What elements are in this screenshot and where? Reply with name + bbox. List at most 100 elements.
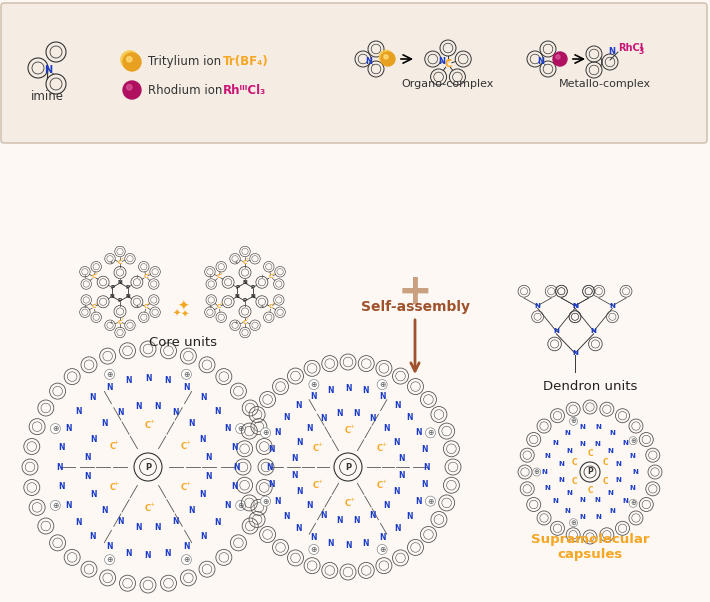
Text: N: N [306,501,312,510]
Text: C: C [313,444,320,453]
Text: +: + [114,481,119,486]
Circle shape [126,57,132,62]
Text: ⊕: ⊕ [237,501,244,510]
Text: N: N [84,453,91,462]
Text: Metallo-complex: Metallo-complex [559,79,651,89]
Circle shape [385,56,388,58]
Text: N: N [591,328,596,334]
Text: +: + [134,275,139,279]
Text: +: + [317,442,323,447]
Text: N: N [567,448,572,455]
Text: +: + [94,302,98,306]
Text: P: P [235,285,239,290]
Text: P: P [145,462,151,471]
Text: N: N [572,303,578,309]
Text: P: P [587,468,593,477]
Circle shape [104,370,114,379]
Text: +: + [109,320,114,324]
Text: +: + [82,275,87,279]
Text: N: N [415,429,422,437]
Circle shape [261,428,271,438]
Circle shape [425,428,435,438]
Text: +: + [445,58,451,64]
Text: N: N [630,485,635,491]
Text: N: N [567,489,572,495]
Text: ·: · [371,60,375,70]
Text: N: N [595,424,601,430]
Text: C: C [143,275,148,279]
Circle shape [569,417,577,425]
Text: +: + [185,440,190,445]
Text: C: C [109,442,115,451]
Text: C: C [603,477,608,486]
Text: N: N [188,419,195,428]
Circle shape [381,52,395,66]
Text: ✦: ✦ [178,300,189,314]
Text: +: + [121,257,124,261]
Circle shape [309,379,319,389]
Text: ⊕: ⊕ [106,555,113,564]
Text: C: C [92,275,97,279]
Text: C: C [268,305,273,309]
Text: N: N [595,514,601,520]
Text: N: N [295,524,302,533]
Circle shape [425,496,435,506]
Text: N: N [188,506,195,515]
Text: N: N [595,441,601,447]
Circle shape [128,58,131,61]
Text: ⊕: ⊕ [534,469,540,475]
Text: N: N [439,57,445,66]
Circle shape [121,51,138,69]
Text: N: N [231,482,238,491]
Text: N: N [542,469,547,475]
Circle shape [382,53,390,61]
Text: N: N [537,57,545,66]
Text: N: N [545,485,550,491]
Text: N: N [394,401,400,410]
Text: N: N [117,517,124,526]
Text: N: N [616,477,621,483]
Text: N: N [145,551,151,560]
Circle shape [50,424,60,433]
Circle shape [126,56,133,63]
Text: N: N [251,294,255,299]
Text: C: C [377,444,383,453]
Circle shape [124,54,135,65]
Text: +: + [246,317,249,321]
Text: ⊕: ⊕ [52,501,58,510]
Text: ⊕: ⊕ [263,429,268,437]
Text: N: N [609,303,616,309]
Text: N: N [214,518,220,527]
Text: imine: imine [31,90,63,104]
Text: N: N [183,542,190,551]
Text: ⊕: ⊕ [379,380,386,389]
Text: N: N [274,497,280,506]
Text: N: N [89,532,96,541]
Text: C: C [345,426,351,435]
Text: N: N [608,489,613,495]
Text: +: + [398,271,432,313]
Text: C: C [145,421,151,430]
Circle shape [123,81,141,99]
Text: N: N [545,453,550,459]
Text: C: C [243,259,247,264]
Text: N: N [406,414,413,423]
Circle shape [384,55,388,59]
Text: N: N [89,393,96,402]
Text: N: N [535,303,540,309]
Text: N: N [345,541,351,550]
Text: N: N [423,462,430,471]
Text: N: N [200,532,207,541]
Circle shape [236,500,246,510]
Text: C: C [109,483,115,492]
Circle shape [381,52,392,63]
Text: N: N [369,511,376,520]
Text: N: N [399,471,405,480]
Text: N: N [291,454,297,463]
Circle shape [532,468,541,476]
Text: C: C [572,458,577,467]
Text: N: N [235,294,239,299]
Text: N: N [552,498,558,504]
Text: N: N [327,386,334,395]
Text: N: N [595,497,601,503]
